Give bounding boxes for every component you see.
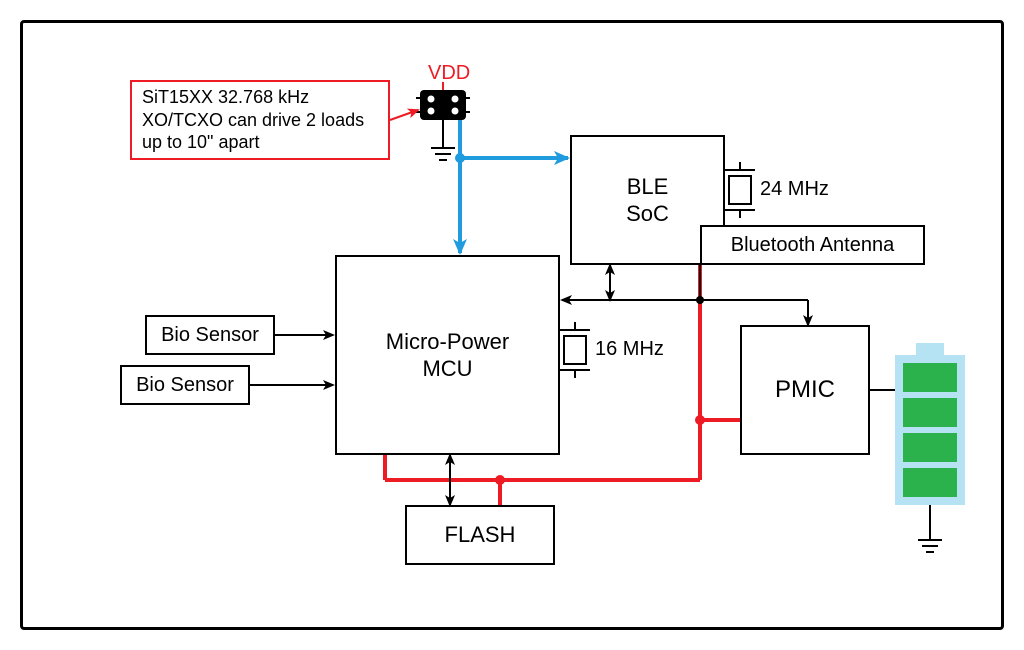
flash-box-label: FLASH bbox=[445, 521, 516, 549]
vdd-label: VDD bbox=[428, 62, 488, 86]
xtal-mcu-label: 16 MHz bbox=[595, 338, 664, 361]
ble-soc-box-label: BLE SoC bbox=[626, 173, 669, 228]
mcu-box: Micro-Power MCU bbox=[335, 255, 560, 455]
xtal-ble-label: 24 MHz bbox=[760, 178, 829, 201]
pmic-box-label: PMIC bbox=[775, 375, 835, 405]
callout-box: SiT15XX 32.768 kHz XO/TCXO can drive 2 l… bbox=[130, 80, 390, 160]
pmic-box: PMIC bbox=[740, 325, 870, 455]
xtal-ble-label-text: 24 MHz bbox=[760, 178, 829, 200]
bio-sensor-2-box: Bio Sensor bbox=[120, 365, 250, 405]
bluetooth-antenna-box-label: Bluetooth Antenna bbox=[731, 233, 894, 258]
mcu-box-label: Micro-Power MCU bbox=[386, 328, 509, 383]
flash-box: FLASH bbox=[405, 505, 555, 565]
bio-sensor-1-box: Bio Sensor bbox=[145, 315, 275, 355]
bio-sensor-1-box-label: Bio Sensor bbox=[161, 323, 259, 348]
xtal-mcu-label-text: 16 MHz bbox=[595, 338, 664, 360]
bluetooth-antenna-box: Bluetooth Antenna bbox=[700, 225, 925, 265]
callout-box-label: SiT15XX 32.768 kHz XO/TCXO can drive 2 l… bbox=[142, 86, 364, 154]
bio-sensor-2-box-label: Bio Sensor bbox=[136, 373, 234, 398]
vdd-label-text: VDD bbox=[428, 62, 470, 84]
